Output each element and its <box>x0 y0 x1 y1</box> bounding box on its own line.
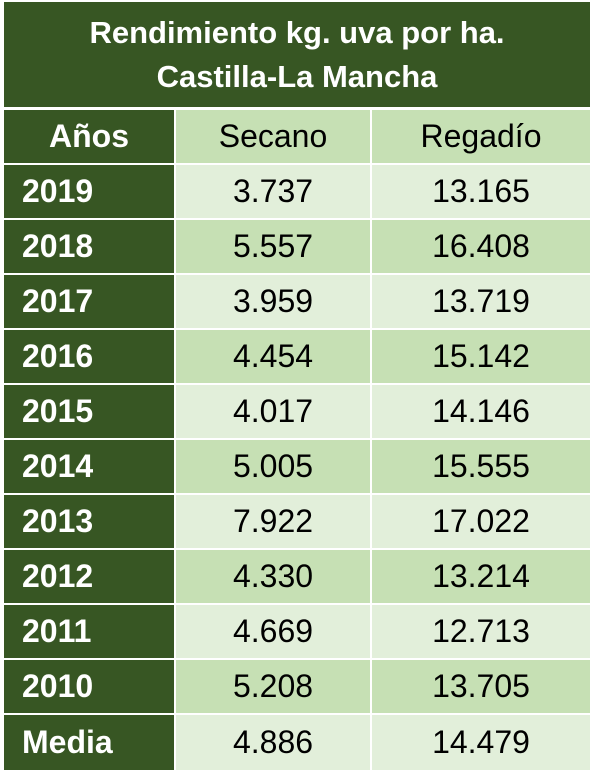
header-regadio: Regadío <box>372 110 590 163</box>
title-line-1: Rendimiento kg. uva por ha. <box>89 14 505 50</box>
row-year: 2015 <box>4 385 176 438</box>
header-year: Años <box>4 110 176 163</box>
row-regadio: 13.719 <box>372 275 590 328</box>
row-year: 2011 <box>4 605 176 658</box>
table-row: 2012 4.330 13.214 <box>4 550 590 605</box>
row-year: 2013 <box>4 495 176 548</box>
header-secano: Secano <box>176 110 372 163</box>
table-row: 2014 5.005 15.555 <box>4 440 590 495</box>
row-regadio: 13.165 <box>372 165 590 218</box>
row-secano: 3.737 <box>176 165 372 218</box>
row-year: 2019 <box>4 165 176 218</box>
row-regadio: 17.022 <box>372 495 590 548</box>
row-regadio: 15.555 <box>372 440 590 493</box>
row-year: Media <box>4 715 176 770</box>
row-regadio: 15.142 <box>372 330 590 383</box>
row-year: 2017 <box>4 275 176 328</box>
row-secano: 4.017 <box>176 385 372 438</box>
table-row: 2010 5.208 13.705 <box>4 660 590 715</box>
table-row: 2013 7.922 17.022 <box>4 495 590 550</box>
row-regadio: 12.713 <box>372 605 590 658</box>
row-secano: 7.922 <box>176 495 372 548</box>
row-regadio: 16.408 <box>372 220 590 273</box>
row-year: 2012 <box>4 550 176 603</box>
row-secano: 5.005 <box>176 440 372 493</box>
table-row: 2016 4.454 15.142 <box>4 330 590 385</box>
row-regadio: 13.705 <box>372 660 590 713</box>
title-line-2: Castilla-La Mancha <box>156 58 438 94</box>
row-regadio: 14.146 <box>372 385 590 438</box>
header-row: Años Secano Regadío <box>4 110 590 165</box>
row-secano: 3.959 <box>176 275 372 328</box>
table-row: 2018 5.557 16.408 <box>4 220 590 275</box>
row-secano: 4.330 <box>176 550 372 603</box>
row-year: 2010 <box>4 660 176 713</box>
row-secano: 5.208 <box>176 660 372 713</box>
row-year: 2018 <box>4 220 176 273</box>
row-regadio: 13.214 <box>372 550 590 603</box>
table-row: 2019 3.737 13.165 <box>4 165 590 220</box>
table-title: Rendimiento kg. uva por ha. Castilla-La … <box>4 2 590 110</box>
table-row: 2011 4.669 12.713 <box>4 605 590 660</box>
table-row: 2015 4.017 14.146 <box>4 385 590 440</box>
row-secano: 5.557 <box>176 220 372 273</box>
row-secano: 4.454 <box>176 330 372 383</box>
row-year: 2016 <box>4 330 176 383</box>
row-regadio: 14.479 <box>372 715 590 770</box>
average-row: Media 4.886 14.479 <box>4 715 590 770</box>
yield-table: Rendimiento kg. uva por ha. Castilla-La … <box>4 2 590 770</box>
row-year: 2014 <box>4 440 176 493</box>
row-secano: 4.886 <box>176 715 372 770</box>
row-secano: 4.669 <box>176 605 372 658</box>
table-row: 2017 3.959 13.719 <box>4 275 590 330</box>
